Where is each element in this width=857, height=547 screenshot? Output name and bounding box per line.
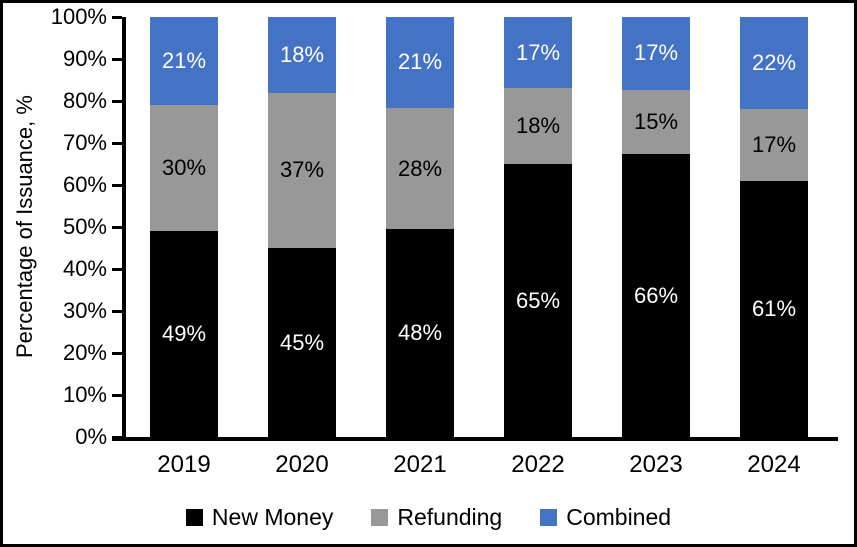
bar-segment-refunding-2024: 17% [740, 109, 808, 181]
y-tick-mark-60 [112, 183, 122, 187]
bar-segment-new-money-2023: 66% [622, 154, 690, 437]
bar-2020: 45% 37% 18% [268, 17, 336, 437]
bar-segment-refunding-2023: 15% [622, 89, 690, 155]
bar-segment-combined-2023: 17% [622, 17, 690, 90]
y-tick-mark-0 [112, 435, 122, 439]
bar-segment-combined-2020: 18% [268, 17, 336, 93]
y-tick-mark-90 [112, 57, 122, 61]
y-tick-label-90: 90% [62, 46, 107, 71]
y-tick-mark-20 [112, 351, 122, 355]
bar-value-label: 17% [751, 132, 797, 158]
bar-value-label: 17% [515, 39, 561, 65]
legend-swatch-refunding [371, 508, 389, 526]
bar-segment-new-money-2020: 45% [268, 248, 336, 437]
x-axis-label-2019: 2019 [157, 451, 211, 478]
bar-2019: 49% 30% 21% [150, 17, 218, 437]
bar-value-label: 21% [161, 48, 207, 74]
x-axis-label-2023: 2023 [629, 451, 683, 478]
y-tick-label-80: 80% [62, 88, 107, 113]
y-tick-mark-70 [112, 141, 122, 145]
bar-segment-refunding-2022: 18% [504, 88, 572, 164]
y-tick-mark-40 [112, 267, 122, 271]
y-tick-label-50: 50% [62, 214, 107, 239]
y-tick-mark-10 [112, 393, 122, 397]
x-axis-label-2022: 2022 [511, 451, 565, 478]
y-tick-mark-80 [112, 99, 122, 103]
bar-value-label: 28% [397, 155, 443, 181]
bar-segment-combined-2024: 22% [740, 17, 808, 110]
y-tick-mark-30 [112, 309, 122, 313]
x-axis-label-2024: 2024 [747, 451, 801, 478]
legend-swatch-new-money [185, 508, 203, 526]
bar-segment-new-money-2021: 48% [386, 229, 454, 437]
bar-value-label: 61% [751, 295, 797, 321]
y-tick-label-40: 40% [62, 256, 107, 281]
bar-value-label: 37% [279, 157, 325, 183]
y-tick-mark-100 [112, 15, 122, 19]
legend-item-refunding: Refunding [371, 504, 502, 531]
x-axis-label-2020: 2020 [275, 451, 329, 478]
bar-value-label: 18% [279, 41, 325, 67]
legend-swatch-combined [540, 508, 558, 526]
y-tick-label-100: 100% [50, 4, 107, 29]
bar-2022: 65% 18% 17% [504, 17, 572, 437]
bar-value-label: 30% [161, 155, 207, 181]
bar-segment-new-money-2019: 49% [150, 231, 218, 437]
bar-segment-combined-2019: 21% [150, 17, 218, 106]
bar-value-label: 65% [515, 287, 561, 313]
bar-2021: 48% 28% 21% [386, 17, 454, 437]
bar-value-label: 48% [397, 320, 443, 346]
y-tick-label-70: 70% [62, 130, 107, 155]
bar-segment-new-money-2022: 65% [504, 164, 572, 437]
y-tick-label-60: 60% [62, 172, 107, 197]
bar-value-label: 66% [633, 282, 679, 308]
x-axis-line [112, 437, 838, 441]
legend-item-combined: Combined [540, 504, 671, 531]
bar-2023: 66% 15% 17% [622, 17, 690, 437]
bar-value-label: 49% [161, 321, 207, 347]
bar-value-label: 22% [751, 50, 797, 76]
bar-segment-refunding-2021: 28% [386, 107, 454, 230]
bar-segment-new-money-2024: 61% [740, 180, 808, 437]
y-tick-label-20: 20% [62, 340, 107, 365]
y-tick-label-10: 10% [62, 382, 107, 407]
legend-label-combined: Combined [566, 503, 672, 530]
bar-value-label: 15% [633, 109, 679, 135]
bar-2024: 61% 17% 22% [740, 17, 808, 437]
bar-value-label: 45% [279, 329, 325, 355]
y-axis-line [122, 17, 126, 441]
legend: New Money Refunding Combined [3, 500, 854, 534]
y-tick-label-0: 0% [75, 424, 107, 449]
x-axis-label-2021: 2021 [393, 451, 447, 478]
bar-segment-combined-2022: 17% [504, 17, 572, 89]
legend-label-new-money: New Money [211, 503, 334, 530]
bar-segment-refunding-2019: 30% [150, 105, 218, 232]
bar-value-label: 18% [515, 113, 561, 139]
bar-segment-refunding-2020: 37% [268, 92, 336, 248]
legend-item-new-money: New Money [185, 503, 334, 531]
bar-segment-combined-2021: 21% [386, 17, 454, 108]
y-tick-mark-50 [112, 225, 122, 229]
y-tick-label-30: 30% [62, 298, 107, 323]
bar-value-label: 17% [633, 40, 679, 66]
legend-label-refunding: Refunding [397, 503, 503, 530]
bar-value-label: 21% [397, 49, 443, 75]
